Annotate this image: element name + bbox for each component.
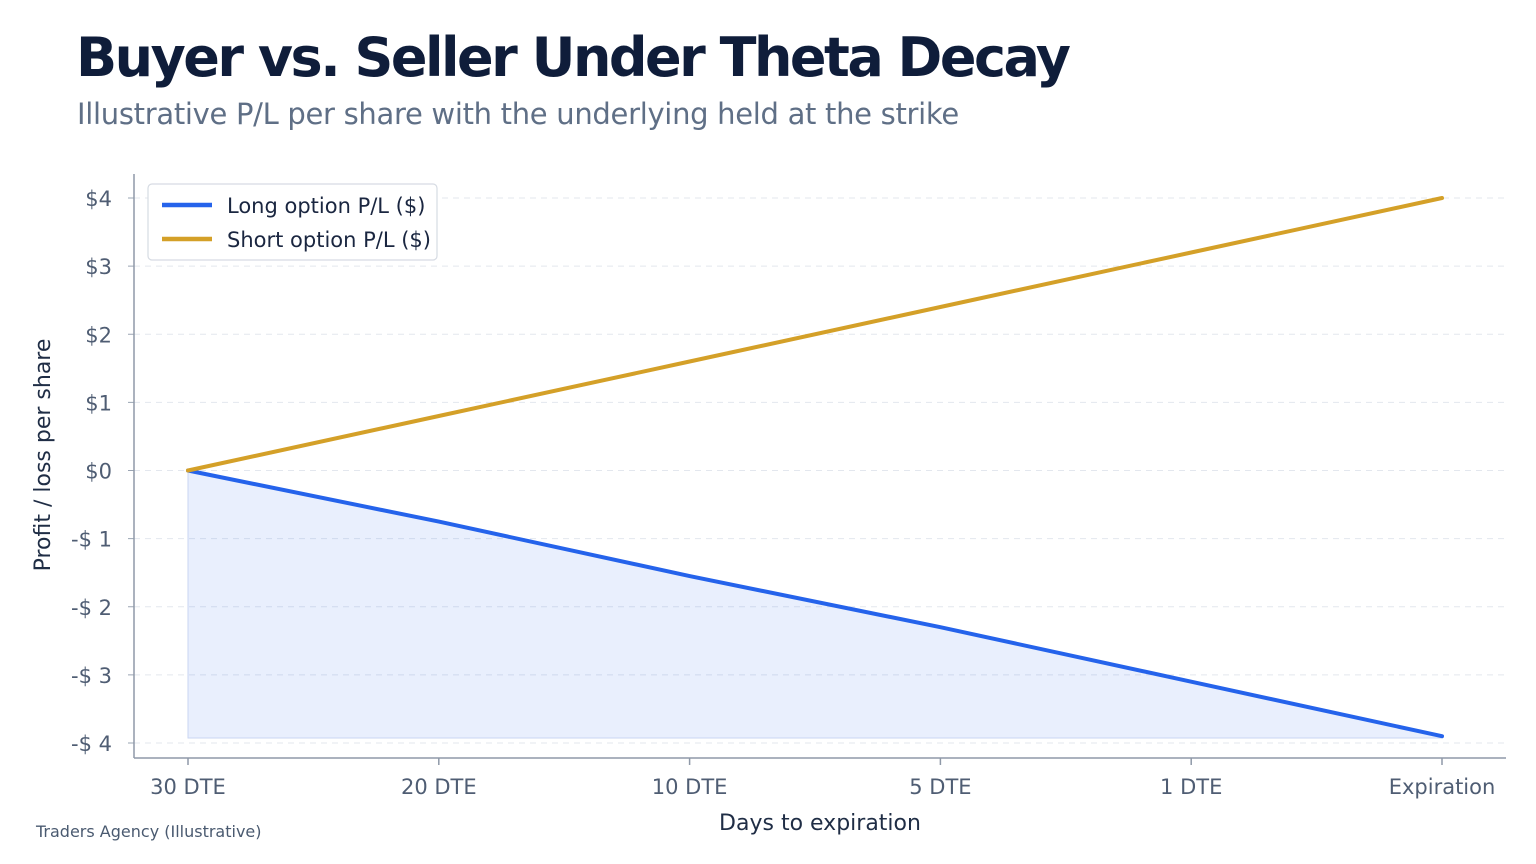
y-tick-label: -$ 1 — [71, 528, 112, 552]
x-tick-label: 10 DTE — [652, 775, 728, 799]
y-tick-label: -$ 3 — [71, 664, 112, 688]
y-tick-label: $2 — [85, 323, 112, 347]
x-tick-label: 30 DTE — [150, 775, 226, 799]
chart-subtitle: Illustrative P/L per share with the unde… — [77, 97, 959, 131]
y-tick-label: $1 — [85, 391, 112, 415]
y-tick-label: $3 — [85, 255, 112, 279]
y-axis-label: Profit / loss per share — [31, 339, 56, 572]
series-lines — [186, 196, 1444, 739]
x-axis-label: Days to expiration — [719, 811, 921, 836]
x-tick-label: 5 DTE — [909, 775, 971, 799]
y-tick-label: $0 — [85, 460, 112, 484]
x-tick-label: 1 DTE — [1160, 775, 1222, 799]
legend-box — [147, 183, 438, 261]
legend: Long option P/L ($) Short option P/L ($) — [147, 183, 438, 261]
x-tick-labels: 30 DTE 20 DTE 10 DTE 5 DTE 1 DTE Expiration — [150, 775, 1495, 799]
y-tick-label: -$ 4 — [71, 732, 112, 756]
y-tick-labels: $4 $3 $2 $1 $0 -$ 1 -$ 2 -$ 3 -$ 4 — [71, 187, 112, 756]
legend-label: Long option P/L ($) — [227, 194, 425, 218]
x-tick-label: Expiration — [1389, 775, 1496, 799]
series-line-1 — [186, 196, 1444, 473]
source-footer: Traders Agency (Illustrative) — [36, 822, 262, 841]
y-tick-label: -$ 2 — [71, 596, 112, 620]
series-line-0 — [186, 468, 1444, 739]
x-tick-label: 20 DTE — [401, 775, 477, 799]
y-tick-label: $4 — [85, 187, 112, 211]
legend-label: Short option P/L ($) — [227, 228, 431, 252]
axes — [133, 174, 1506, 765]
chart-title: Buyer vs. Seller Under Theta Decay — [76, 26, 1071, 89]
